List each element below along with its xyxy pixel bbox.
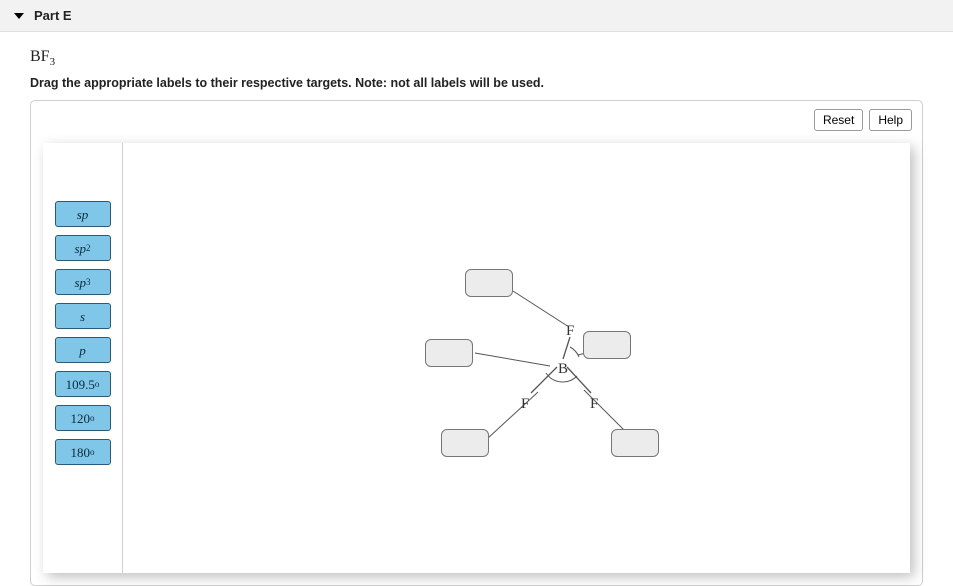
part-title: Part E	[34, 8, 72, 23]
activity-panel: Reset Help sp sp2 sp3 sp 109.5o 120o 180o B F F F	[30, 100, 923, 586]
label-chip-s[interactable]: s	[55, 303, 111, 329]
molecule-diagram: B F F F	[123, 143, 910, 573]
question-content: BF3 Drag the appropriate labels to their…	[0, 32, 953, 586]
formula-base: BF	[30, 48, 50, 65]
formula-subscript: 3	[50, 56, 56, 68]
dropzone-dz-left[interactable]	[425, 339, 473, 367]
label-chip-sp[interactable]: sp	[55, 201, 111, 227]
atom-F-2: F	[590, 396, 598, 413]
label-chip-sp3[interactable]: sp3	[55, 269, 111, 295]
instructions-text: Drag the appropriate labels to their res…	[30, 76, 923, 90]
dropzone-dz-right[interactable]	[583, 331, 631, 359]
atom-center-B: B	[558, 361, 568, 378]
atom-F-1: F	[521, 396, 529, 413]
label-chip-sp2[interactable]: sp2	[55, 235, 111, 261]
dropzone-dz-bottom-right[interactable]	[611, 429, 659, 457]
button-row: Reset Help	[814, 109, 912, 131]
label-chip-p[interactable]: p	[55, 337, 111, 363]
help-button[interactable]: Help	[869, 109, 912, 131]
reset-button[interactable]: Reset	[814, 109, 863, 131]
drag-canvas: sp sp2 sp3 sp 109.5o 120o 180o B F F F	[43, 143, 910, 573]
dropzone-dz-top[interactable]	[465, 269, 513, 297]
part-header[interactable]: Part E	[0, 0, 953, 32]
label-chip-180[interactable]: 180o	[55, 439, 111, 465]
label-palette: sp sp2 sp3 sp 109.5o 120o 180o	[43, 143, 123, 573]
atom-F-0: F	[566, 323, 574, 340]
dropzone-dz-bottom-left[interactable]	[441, 429, 489, 457]
label-chip-120[interactable]: 120o	[55, 405, 111, 431]
molecular-formula: BF3	[30, 48, 923, 68]
caret-down-icon	[14, 13, 24, 19]
diagram-svg	[123, 143, 910, 573]
label-chip-109.5[interactable]: 109.5o	[55, 371, 111, 397]
